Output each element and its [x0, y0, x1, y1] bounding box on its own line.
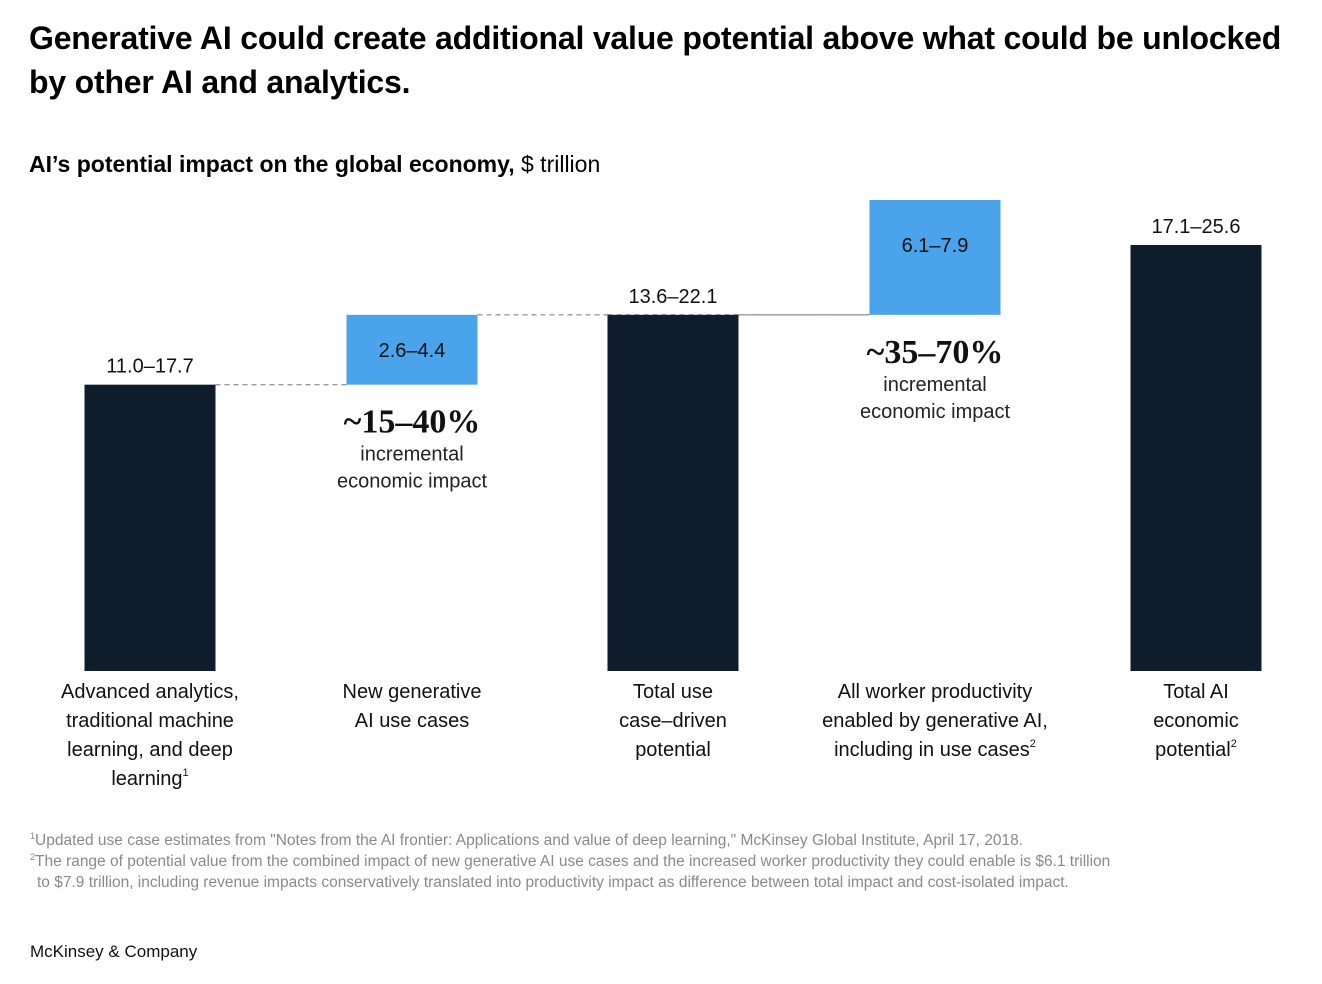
category-label-line: learning: [111, 768, 183, 790]
category-label-line: learning, and deep: [67, 739, 233, 761]
chart-title: Generative AI could create additional va…: [29, 20, 1282, 100]
category-label-line: enabled by generative AI,: [822, 710, 1048, 732]
category-label-line: Total AI: [1163, 681, 1229, 703]
footnote-1-marker: 1: [30, 831, 36, 841]
category-label-line: Advanced analytics,: [61, 681, 239, 703]
data-label: 11.0–17.7: [106, 356, 194, 378]
total-bar: [84, 384, 216, 671]
category-label: All worker productivity enabled by genera…: [810, 678, 1060, 765]
category-label: New generative AI use cases: [287, 678, 537, 736]
category-label: Total use case–driven potential: [548, 678, 798, 765]
chart-subtitle: AI’s potential impact on the global econ…: [29, 148, 600, 180]
annotation-text: economic impact: [337, 471, 488, 493]
data-label: 17.1–25.6: [1152, 216, 1241, 238]
footnote-1: 1Updated use case estimates from "Notes …: [30, 830, 1300, 851]
total-bar: [607, 314, 739, 671]
footnote-marker: 2: [1230, 738, 1237, 750]
footnote-2-marker: 2: [30, 852, 36, 862]
footnotes: 1Updated use case estimates from "Notes …: [30, 830, 1300, 893]
increment-bar: [346, 314, 478, 385]
data-label: 2.6–4.4: [379, 340, 446, 362]
footnote-1-text: Updated use case estimates from "Notes f…: [35, 832, 1024, 849]
category-label-line: AI use cases: [354, 710, 470, 732]
footnote-marker: 2: [1029, 738, 1036, 750]
incremental-impact-percent: ~35–70%: [867, 334, 1004, 371]
category-label: Total AI economic potential2: [1071, 678, 1321, 765]
waterfall-chart: 11.0–17.7 2.6–4.4 13.6–22.1 6.1–7.9 17.1–25.…: [84, 200, 1262, 671]
subtitle-unit: $ trillion: [521, 151, 601, 177]
footnote-2-continued: to $7.9 trillion, including revenue impa…: [37, 874, 1069, 891]
increment-bar: [869, 200, 1001, 315]
total-bar: [1130, 245, 1262, 671]
annotation-text: incremental: [360, 444, 463, 466]
category-label-line: traditional machine: [66, 710, 234, 732]
category-label-line: All worker productivity: [837, 681, 1033, 703]
footnote-2: 2The range of potential value from the c…: [30, 851, 1300, 872]
incremental-impact-percent: ~15–40%: [344, 404, 481, 441]
footnote-2-text: The range of potential value from the co…: [35, 853, 1111, 870]
annotation-text: economic impact: [860, 401, 1011, 423]
annotation-text: incremental: [883, 374, 986, 396]
brand-logo-text: McKinsey & Company: [30, 942, 198, 961]
subtitle-main: AI’s potential impact on the global econ…: [29, 151, 515, 177]
category-label-line: potential: [635, 739, 711, 761]
category-label-line: potential: [1155, 739, 1231, 761]
category-label-line: New generative: [342, 681, 482, 703]
data-label: 13.6–22.1: [629, 286, 718, 308]
category-label-line: Total use: [632, 681, 714, 703]
category-label-line: case–driven: [619, 710, 727, 732]
category-label-line: economic: [1153, 710, 1239, 732]
category-label: Advanced analytics, traditional machine le…: [25, 678, 275, 794]
footnote-marker: 1: [182, 767, 189, 779]
category-label-line: including in use cases: [834, 739, 1030, 761]
data-label: 6.1–7.9: [902, 235, 969, 257]
